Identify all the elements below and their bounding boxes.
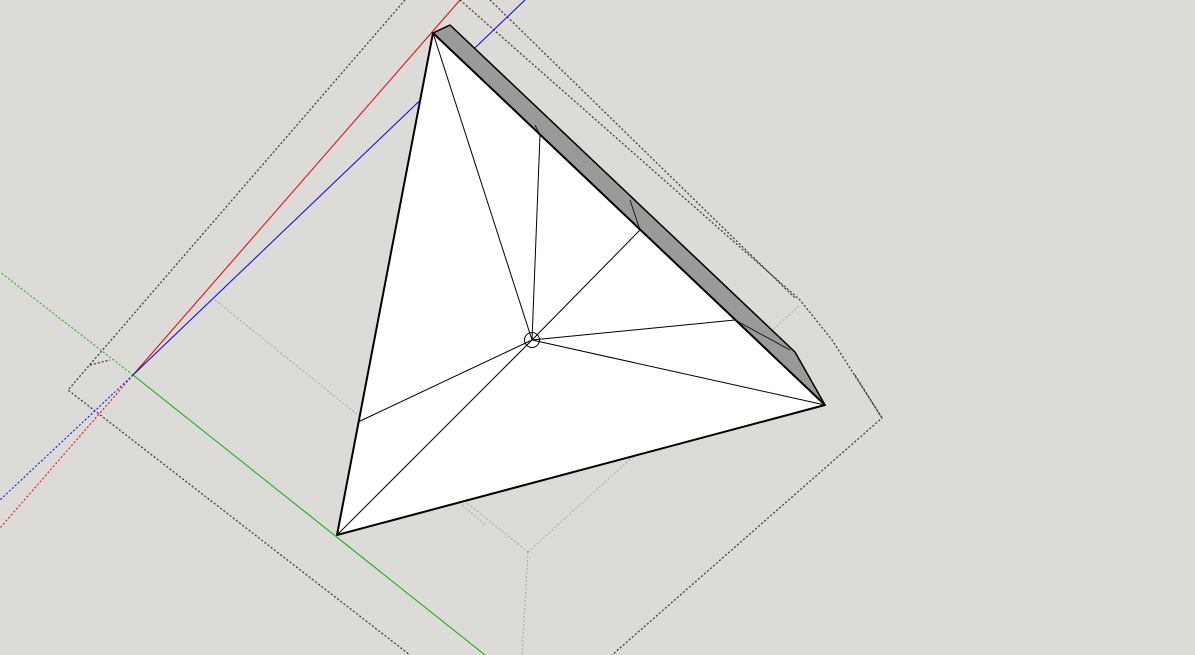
facet-edge (336, 339, 533, 536)
facet-edge (531, 229, 641, 341)
red-axis-negative (0, 374, 134, 529)
bounding-box-edge (489, 0, 796, 299)
facet-edge (432, 32, 533, 341)
green-axis-positive (132, 374, 486, 655)
bounding-box-edge (89, 359, 111, 366)
model-top-face[interactable] (336, 32, 826, 536)
facet-edge (531, 134, 541, 341)
hidden-edge (521, 551, 529, 655)
red-axis-positive (132, 0, 461, 376)
circle-inference-point-icon (524, 332, 540, 348)
bounding-box-edge (854, 374, 883, 419)
bounding-box-edge (67, 0, 411, 655)
facet-edge (531, 339, 826, 406)
model-solid[interactable] (336, 24, 826, 536)
bounding-box (67, 0, 883, 655)
model-edge (794, 351, 826, 406)
model-edge (734, 319, 791, 351)
model-edge (534, 124, 541, 136)
model-edge (629, 199, 641, 231)
model-edge (449, 24, 796, 353)
model-edge (432, 24, 451, 34)
facet-edges (336, 32, 826, 536)
facet-edge (531, 319, 736, 341)
bounding-box-edge (459, 0, 883, 655)
green-axis-negative (0, 271, 134, 376)
hidden-edge (527, 304, 801, 553)
blue-axis-negative (0, 374, 134, 501)
facet-edge (357, 339, 533, 423)
